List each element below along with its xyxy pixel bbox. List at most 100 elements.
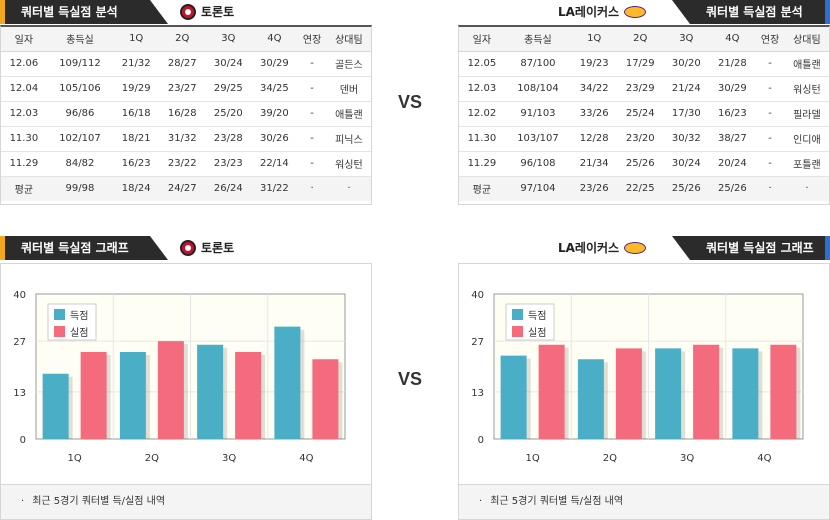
table-row: 12.04 105/106 19/29 23/27 29/25 34/25- 덴버 [1,76,371,102]
legend-swatch [512,309,523,320]
left-analysis-panel: 쿼터별 득실점 분석 토론토 일자 총득실 1Q 2Q 3Q 4Q 연장 상대팀 12.06 1… [0,0,372,205]
table-cell: · [297,176,327,201]
left-analysis-header: 쿼터별 득실점 분석 토론토 [0,0,372,24]
bar-allowed [80,352,107,439]
table-cell: - [297,151,327,177]
table-cell: · [784,176,829,201]
left-graph-tab: 쿼터별 득실점 그래프 [0,236,168,260]
table-cell: - [755,126,785,152]
y-tick-label: 13 [471,388,484,399]
bar-allowed [615,348,642,439]
table-cell: 25/26 [617,151,664,177]
table-cell: 17/29 [617,51,664,77]
column-header: 총득실 [504,27,572,52]
y-tick-label: 0 [478,435,484,446]
x-tick-label: 3Q [680,453,694,464]
table-cell: 30/29 [251,51,298,77]
table-row: 12.02 91/103 33/26 25/24 17/30 16/23- 필라델 [459,101,829,127]
table-cell: 12.03 [459,76,505,102]
column-header: 일자 [1,27,47,52]
table-row: 11.30 102/107 18/21 31/32 23/28 30/26- 피닉스 [1,126,371,152]
table-cell: - [297,51,327,77]
table-cell: 23/29 [617,76,664,102]
left-note-text: 최근 5경기 쿼터별 득/실점 내역 [32,496,166,507]
bar-allowed [157,341,184,439]
column-header: 연장 [755,27,785,52]
table-cell: 21/24 [663,76,710,102]
table-cell: 30/29 [709,76,756,102]
left-team-label: 토론토 [180,0,234,24]
bar-allowed [235,352,262,439]
raptors-logo-icon [180,4,196,20]
right-graph-header: LA레이커스 쿼터별 득실점 그래프 [458,236,830,260]
table-cell: - [755,76,785,102]
column-header: 2Q [159,27,206,52]
table-cell: 12.06 [1,51,47,77]
table-row: 12.05 87/100 19/23 17/29 30/20 21/28- 애틀랜 [459,51,829,77]
bar-allowed [770,344,797,439]
bar-allowed [538,344,565,439]
legend-label: 실점 [70,327,88,339]
y-tick-label: 27 [13,337,26,348]
table-cell: 11.30 [1,126,47,152]
table-cell: 17/30 [663,101,710,127]
table-row: 11.29 84/82 16/23 23/22 23/23 22/14- 워싱턴 [1,151,371,177]
table-cell: 26/24 [205,176,252,201]
table-cell: 16/23 [113,151,160,177]
legend-label: 실점 [528,327,546,339]
table-cell: 34/22 [571,76,618,102]
table-row: 11.30 103/107 12/28 23/20 30/32 38/27- 인디애 [459,126,829,152]
table-cell: 23/26 [571,176,618,201]
table-cell: - [755,151,785,177]
table-cell: · [755,176,785,201]
bar-scored [197,344,224,439]
legend-label: 득점 [528,310,546,322]
right-chart-box: 0 13 27 40 1Q 2Q 3Q 4Q 득점 실점 [458,263,830,485]
table-cell: 30/24 [663,151,710,177]
x-tick-label: 1Q [526,453,540,464]
bar-allowed [312,359,339,439]
table-cell: 21/34 [571,151,618,177]
table-cell: 인디애 [784,126,829,152]
table-cell: 필라델 [784,101,829,127]
bar-scored [274,326,301,439]
column-header: 연장 [297,27,327,52]
right-analysis-panel: LA레이커스 쿼터별 득실점 분석 일자 총득실 1Q 2Q 3Q 4Q 연장 상대팀 12.… [458,0,830,205]
lakers-logo-icon [624,6,647,18]
table-cell: 21/28 [709,51,756,77]
right-analysis-tab: 쿼터별 득실점 분석 [672,0,830,24]
table-cell: 18/24 [113,176,160,201]
right-graph-team-name: LA레이커스 [558,241,620,255]
table-cell: - [755,101,785,127]
table-cell: 84/82 [46,151,114,177]
table-cell: 골든스 [326,51,371,77]
lakers-logo-icon [624,242,647,254]
legend-swatch [54,326,65,337]
table-cell: 25/20 [205,101,252,127]
y-tick-label: 0 [20,435,26,446]
table-cell: 103/107 [504,126,572,152]
table-cell: 23/23 [205,151,252,177]
table-cell: 96/108 [504,151,572,177]
left-stats-table: 일자 총득실 1Q 2Q 3Q 4Q 연장 상대팀 12.06 109/112 21/32 28/2… [1,27,371,201]
right-note-text: 최근 5경기 쿼터별 득/실점 내역 [490,496,624,507]
table-cell: 피닉스 [326,126,371,152]
table-row: 12.03 108/104 34/22 23/29 21/24 30/29- 워싱턴 [459,76,829,102]
bar-scored [655,348,682,439]
table-cell: 22/25 [617,176,664,201]
right-analysis-header: LA레이커스 쿼터별 득실점 분석 [458,0,830,24]
table-cell: 16/23 [709,101,756,127]
table-cell: 12.03 [1,101,47,127]
table-cell: 19/23 [571,51,618,77]
table-cell: 96/86 [46,101,114,127]
right-stats-table-box: 일자 총득실 1Q 2Q 3Q 4Q 연장 상대팀 12.05 87/100 19/23 17/29… [458,25,830,205]
average-row: 평균 99/98 18/24 24/27 26/24 31/22 · · [1,176,371,201]
table-cell: 108/104 [504,76,572,102]
table-cell: 애틀랜 [326,101,371,127]
table-cell: 12/28 [571,126,618,152]
bullet-icon: · [21,496,25,507]
right-team-name: LA레이커스 [558,5,620,19]
table-cell: 16/18 [113,101,160,127]
table-cell: 12.05 [459,51,505,77]
